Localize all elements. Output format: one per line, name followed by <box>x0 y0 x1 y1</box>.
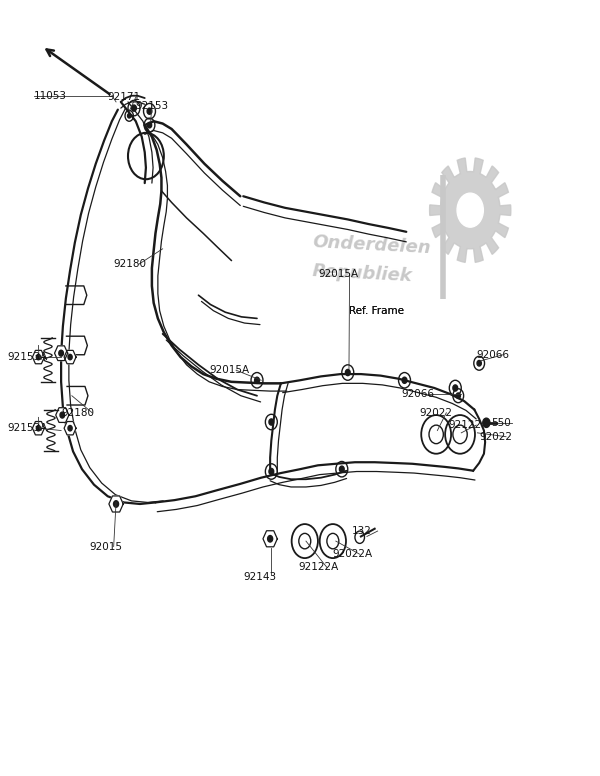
Circle shape <box>453 385 458 391</box>
Circle shape <box>340 466 344 473</box>
Text: 92171: 92171 <box>107 92 141 102</box>
Text: 92066: 92066 <box>476 350 509 360</box>
Text: 92015: 92015 <box>90 542 123 552</box>
Text: 92066: 92066 <box>401 390 434 399</box>
Text: 92153: 92153 <box>136 101 169 111</box>
Circle shape <box>131 105 136 111</box>
Circle shape <box>477 361 481 366</box>
Text: Republiek: Republiek <box>312 262 413 285</box>
Circle shape <box>402 377 407 383</box>
Text: 550: 550 <box>491 417 511 428</box>
Circle shape <box>346 369 350 376</box>
Circle shape <box>147 108 152 114</box>
Text: 92153A: 92153A <box>7 423 47 433</box>
Text: 92180: 92180 <box>61 407 94 417</box>
Text: 92015A: 92015A <box>209 365 250 376</box>
Text: 92180: 92180 <box>113 259 146 269</box>
Circle shape <box>128 113 131 118</box>
Polygon shape <box>109 496 123 512</box>
Polygon shape <box>64 351 76 364</box>
Circle shape <box>68 355 72 360</box>
Circle shape <box>148 123 152 128</box>
Text: 92022: 92022 <box>419 407 452 417</box>
Text: 92122: 92122 <box>448 420 481 430</box>
Circle shape <box>68 425 72 431</box>
Polygon shape <box>263 531 277 547</box>
Polygon shape <box>56 407 69 422</box>
Polygon shape <box>64 421 76 435</box>
Circle shape <box>37 425 41 431</box>
Circle shape <box>269 469 274 475</box>
Text: 92015A: 92015A <box>318 268 358 279</box>
Text: 92143: 92143 <box>243 573 277 583</box>
Circle shape <box>269 419 274 425</box>
Circle shape <box>483 418 490 428</box>
Circle shape <box>456 393 460 399</box>
Circle shape <box>268 535 272 542</box>
Circle shape <box>113 501 119 508</box>
Text: 92122A: 92122A <box>299 563 339 573</box>
Circle shape <box>59 350 64 356</box>
Circle shape <box>457 193 484 227</box>
Text: Onderdelen: Onderdelen <box>312 233 431 257</box>
Polygon shape <box>32 351 44 364</box>
Text: 92153A: 92153A <box>7 352 47 362</box>
Text: Ref. Frame: Ref. Frame <box>349 306 404 316</box>
Polygon shape <box>55 346 68 361</box>
Text: 92022A: 92022A <box>333 549 373 559</box>
Polygon shape <box>32 421 44 435</box>
Text: 132: 132 <box>352 526 372 536</box>
Circle shape <box>254 377 259 383</box>
Text: 92022: 92022 <box>479 431 512 442</box>
Polygon shape <box>430 158 511 262</box>
Text: 11053: 11053 <box>34 91 67 101</box>
Text: Ref. Frame: Ref. Frame <box>349 306 404 316</box>
Circle shape <box>37 355 41 360</box>
Circle shape <box>60 412 65 418</box>
